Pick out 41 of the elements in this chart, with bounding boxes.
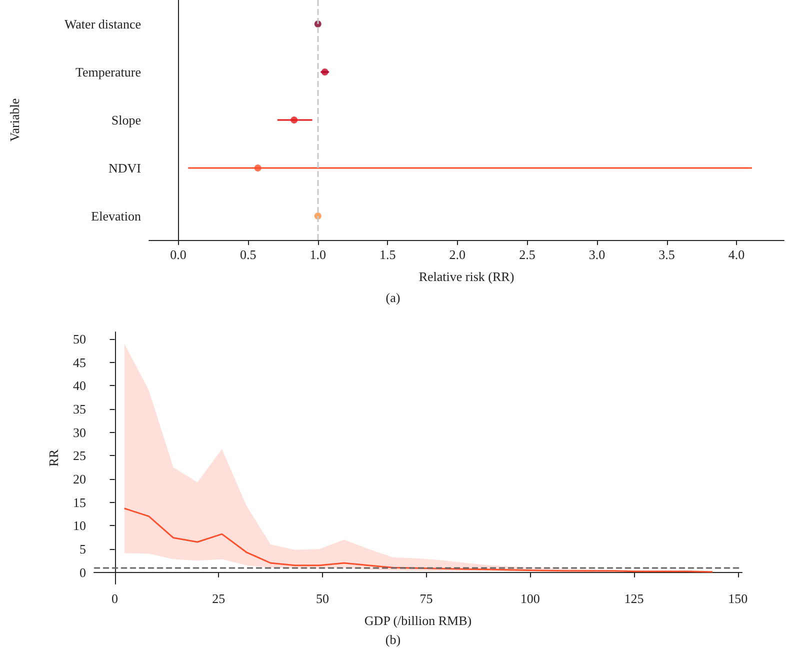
y-tick-label: Slope bbox=[111, 112, 142, 128]
y-axis-title: Variable bbox=[7, 98, 22, 142]
y-tick-label: 0 bbox=[80, 564, 86, 580]
x-axis-title: GDP (/billion RMB) bbox=[364, 613, 472, 628]
y-axis-title: RR bbox=[46, 449, 61, 467]
x-tick-label: 75 bbox=[420, 591, 433, 606]
y-tick-label: 45 bbox=[73, 354, 86, 370]
x-tick-label: 1.0 bbox=[310, 247, 326, 262]
point bbox=[290, 116, 298, 124]
x-tick-label: 0.0 bbox=[170, 247, 186, 262]
point bbox=[254, 164, 262, 172]
y-tick-label: 25 bbox=[73, 448, 86, 464]
point bbox=[321, 68, 328, 76]
x-tick-label: 2.0 bbox=[449, 247, 466, 262]
y-tick-label: 20 bbox=[73, 472, 86, 486]
y-tick-label: Temperature bbox=[76, 64, 142, 80]
x-tick-label: 2.5 bbox=[519, 247, 536, 262]
x-tick-label: 100 bbox=[520, 591, 540, 606]
text: (a) bbox=[384, 290, 402, 307]
text: (b) bbox=[384, 632, 402, 649]
x-axis-title: Relative risk (RR) bbox=[418, 269, 514, 284]
x-tick-label: 125 bbox=[624, 591, 644, 606]
y-tick-label: 50 bbox=[73, 332, 86, 346]
x-tick-label: 0.5 bbox=[240, 247, 256, 262]
y-tick-label: 40 bbox=[73, 378, 86, 394]
y-tick-label: 30 bbox=[73, 424, 86, 440]
y-tick-label: Elevation bbox=[91, 208, 142, 224]
y-tick-label: 15 bbox=[73, 494, 86, 510]
x-tick-label: 150 bbox=[728, 591, 748, 606]
line-series bbox=[124, 508, 714, 573]
x-tick-label: 50 bbox=[316, 591, 329, 606]
x-tick-label: 1.5 bbox=[380, 247, 396, 262]
y-tick-label: NDVI bbox=[108, 160, 141, 176]
x-tick-label: 25 bbox=[212, 591, 226, 606]
y-tick-label: Water distance bbox=[64, 16, 142, 32]
y-tick-label: 35 bbox=[73, 402, 86, 416]
y-tick-label: 5 bbox=[80, 542, 86, 556]
x-tick-label: 3.0 bbox=[588, 247, 606, 262]
x-tick-label: 4.0 bbox=[728, 247, 745, 262]
y-tick-label: 10 bbox=[73, 518, 86, 534]
x-tick-label: 3.5 bbox=[658, 247, 675, 262]
